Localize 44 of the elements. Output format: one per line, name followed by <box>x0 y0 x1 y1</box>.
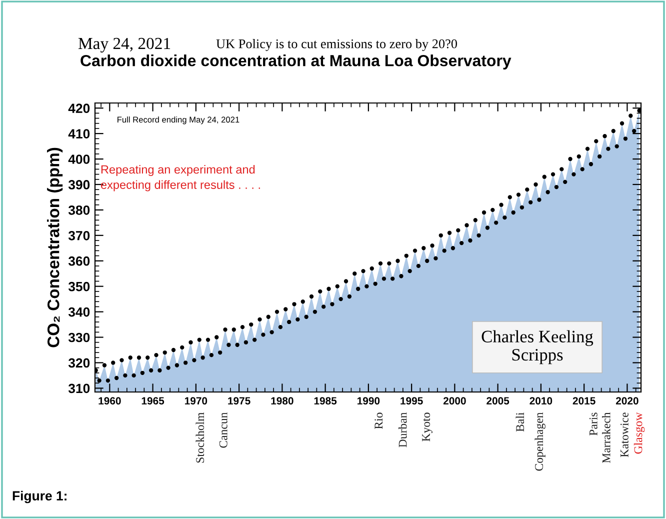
x-tick-label: 1985 <box>314 397 337 405</box>
text: Copenhagen <box>534 412 546 471</box>
y-axis-title: CO₂ Concentration (ppm) <box>47 148 63 348</box>
text: Cancun <box>219 412 228 448</box>
annotation: Repeating an experiment and expecting different results . . . . <box>100 164 260 192</box>
y-tick-label: 310 <box>68 384 90 394</box>
x-tick-label: 1975 <box>228 397 250 405</box>
text: Katowice <box>620 412 628 458</box>
x-tick-label: 1960 <box>98 397 121 405</box>
x-tick-label: 2000 <box>443 397 466 405</box>
x-tick-label: 2005 <box>486 397 510 405</box>
text: Durban <box>398 412 407 448</box>
x-tick-label: 1970 <box>184 397 208 405</box>
y-tick-label: 410 <box>68 129 90 138</box>
x-tick-label: 1990 <box>358 397 380 405</box>
x-tick-label: 2015 <box>572 397 596 405</box>
y-tick-label: 390 <box>68 180 90 190</box>
x-tick-label: 2010 <box>530 397 552 405</box>
annotation: Charles Keeling Scripps <box>482 330 594 364</box>
caption: Figure 1: <box>12 490 66 504</box>
y-tick-label: 320 <box>68 358 90 368</box>
y-tick-label: 340 <box>68 307 90 317</box>
y-tick-label: 330 <box>68 332 90 342</box>
x-tick-label: 2020 <box>616 397 638 405</box>
text: May 24, 2021 <box>78 38 170 53</box>
text: UK Policy is to cut emissions to zero by 20?0 <box>216 39 458 51</box>
y-tick-label: 370 <box>68 230 90 240</box>
annotation: Full Record ending May 24, 2021 <box>118 116 240 124</box>
text: Stockholm <box>196 412 204 463</box>
x-tick-label: 1995 <box>400 397 423 405</box>
text: Kyoto <box>422 412 432 442</box>
y-tick-label: 350 <box>68 282 90 292</box>
x-tick-label: 1965 <box>142 397 164 405</box>
text: Rio <box>374 412 383 429</box>
y-tick-label: 360 <box>68 256 90 266</box>
text: Paris <box>589 412 598 436</box>
text: Bali <box>516 412 524 432</box>
x-tick-label: 1980 <box>271 397 294 405</box>
text: Glasgow <box>634 412 645 454</box>
y-tick-label: 420 <box>68 104 90 114</box>
text: Marrakech <box>602 412 610 464</box>
y-tick-label: 380 <box>68 206 90 215</box>
chart-title: Carbon dioxide concentration at Mauna Loa Observatory <box>80 54 512 70</box>
y-tick-label: 400 <box>68 154 90 164</box>
